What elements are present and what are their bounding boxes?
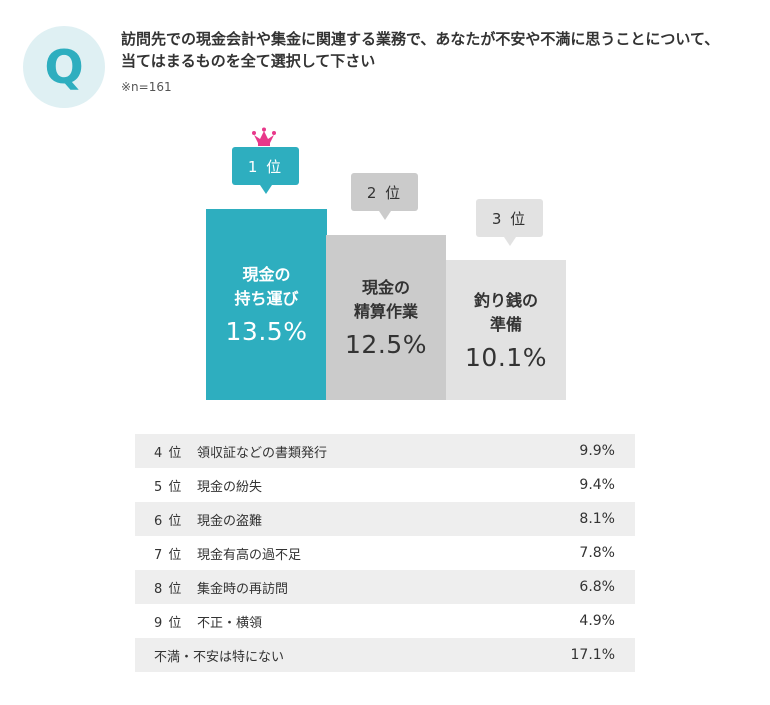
table-row: 不満・不安は特にない 17.1% — [135, 638, 635, 672]
row-item: 現金の紛失 — [197, 479, 263, 495]
question-line-1: 訪問先での現金会計や集金に関連する業務で、あなたが不安や不満に思うことについて、 — [121, 30, 720, 48]
row-value: 8.1% — [579, 511, 615, 527]
rank-2-tag: 2 位 — [351, 173, 418, 220]
rank-3-label: 3 位 — [491, 209, 528, 228]
rank-2-item-line-2: 精算作業 — [353, 302, 418, 321]
row-value: 9.4% — [579, 477, 615, 493]
row-rank: 4 位 — [154, 445, 183, 461]
rank-1-item-line-2: 持ち運び — [234, 289, 299, 308]
table-row: 6 位 現金の盗難 8.1% — [135, 502, 635, 536]
crown-icon — [252, 127, 276, 146]
row-value: 7.8% — [579, 545, 615, 561]
row-value: 6.8% — [579, 579, 615, 595]
rank-1-bar: 現金の 持ち運び 13.5% — [206, 209, 327, 400]
row-rank: 6 位 — [154, 513, 183, 529]
question-badge: Q — [23, 26, 105, 108]
row-rank: 8 位 — [154, 581, 183, 597]
table-row: 4 位 領収証などの書類発行 9.9% — [135, 434, 635, 468]
row-value: 17.1% — [570, 647, 615, 663]
rank-2-bar: 現金の 精算作業 12.5% — [326, 235, 446, 400]
row-item: 領収証などの書類発行 — [197, 445, 328, 461]
row-item: 不満・不安は特にない — [154, 649, 285, 665]
row-item: 現金の盗難 — [197, 513, 263, 529]
rank-1-value: 13.5% — [225, 317, 308, 346]
row-value: 9.9% — [579, 443, 615, 459]
rank-2-item-line-1: 現金の — [361, 278, 410, 297]
table-row: 5 位 現金の紛失 9.4% — [135, 468, 635, 502]
rank-3-tag: 3 位 — [476, 199, 543, 246]
q-letter: Q — [44, 40, 84, 94]
rank-3-value: 10.1% — [465, 342, 547, 372]
row-rank: 9 位 — [154, 615, 183, 631]
row-item: 現金有高の過不足 — [197, 547, 302, 563]
rank-1-tag: 1 位 — [232, 147, 299, 194]
rank-1-item-line-1: 現金の — [242, 265, 291, 284]
question-line-2: 当てはまるものを全て選択して下さい — [121, 52, 376, 70]
sample-size: ※n=161 — [121, 80, 172, 94]
row-item: 集金時の再訪問 — [197, 581, 289, 597]
row-rank: 7 位 — [154, 547, 183, 563]
question-text: 訪問先での現金会計や集金に関連する業務で、あなたが不安や不満に思うことについて、… — [121, 28, 761, 72]
table-row: 8 位 集金時の再訪問 6.8% — [135, 570, 635, 604]
rank-2-label: 2 位 — [366, 183, 403, 202]
table-row: 9 位 不正・横領 4.9% — [135, 604, 635, 638]
rank-2-value: 12.5% — [345, 330, 427, 359]
ranking-table: 4 位 領収証などの書類発行 9.9% 5 位 現金の紛失 9.4% 6 位 現… — [135, 434, 635, 672]
row-rank: 5 位 — [154, 479, 183, 495]
rank-3-item-line-2: 準備 — [489, 314, 522, 334]
rank-1-label: 1 位 — [247, 157, 284, 176]
row-item: 不正・横領 — [197, 615, 263, 631]
table-row: 7 位 現金有高の過不足 7.8% — [135, 536, 635, 570]
rank-3-item-line-1: 釣り銭の — [473, 290, 538, 310]
row-value: 4.9% — [579, 613, 615, 629]
rank-3-bar: 釣り銭の 準備 10.1% — [446, 260, 566, 400]
